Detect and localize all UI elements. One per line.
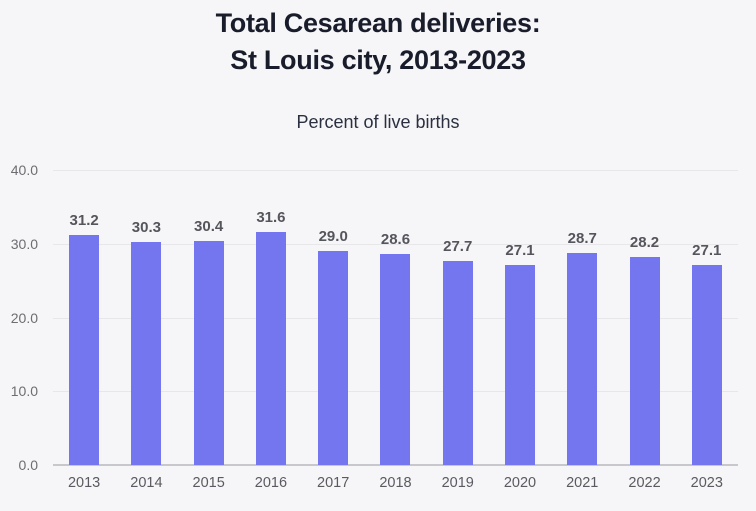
gridline [53,243,738,245]
bar-2022: 28.2 [629,234,660,465]
x-axis-tick-label: 2013 [67,475,101,491]
bar-2023: 27.1 [691,242,722,465]
bar-group-2018: 28.6 2018 [379,170,411,491]
chart-title-line-1: Total Cesarean deliveries: [215,8,541,38]
bar-2020: 27.1 [504,242,535,465]
chart-title: Total Cesarean deliveries: St Louis city… [0,0,756,79]
y-axis-tick-label: 10.0 [10,383,38,400]
chart-subtitle: Percent of live births [296,112,460,132]
chart-title-line-2: St Louis city, 2013-2023 [230,45,526,75]
bar-value-label: 27.1 [692,242,722,260]
bar-2021: 28.7 [567,230,598,465]
bar-2016: 31.6 [255,209,286,465]
bar-value-label: 30.3 [131,218,161,236]
bar-chart-plot-area: 0.0 10.0 20.0 30.0 40.0 31.2 2013 30.3 2014 30.4… [11,162,738,491]
bar-group-2015: 30.4 2015 [193,170,225,491]
bar-2015: 30.4 [193,218,224,465]
bar-group-2016: 31.6 2016 [255,170,287,491]
bar-value-label: 30.4 [194,217,224,235]
x-axis-tick-label: 2014 [130,475,163,491]
bar-value-label: 27.7 [443,237,473,255]
x-axis-tick-label: 2017 [317,475,350,491]
bar-value-label: 28.2 [629,234,660,252]
bar-value-label: 29.0 [318,228,348,246]
y-axis-tick-label: 40.0 [10,162,38,178]
y-axis-tick-label: 20.0 [10,309,38,326]
y-axis-tick-label: 30.0 [10,235,38,252]
x-axis-tick-label: 2015 [192,475,225,491]
x-axis-tick-label: 2019 [441,475,474,491]
bar-group-2014: 30.3 2014 [130,170,162,491]
bar-value-label: 31.6 [256,208,286,226]
y-axis-tick-label: 0.0 [18,457,38,473]
bar-group-2019: 27.7 2019 [442,170,474,491]
bar-group-2013: 31.2 2013 [68,170,100,491]
bar-value-label: 31.2 [69,211,99,229]
bar-2018: 28.6 [380,231,411,465]
bar-group-2022: 28.2 2022 [628,170,660,491]
x-axis-tick-label: 2020 [503,475,537,491]
gridline [53,170,738,171]
bar-value-label: 28.7 [567,230,597,248]
bar-2019: 27.7 [442,238,473,465]
x-axis-tick-label: 2018 [379,475,412,491]
bar-2013: 31.2 [69,212,100,465]
bar-group-2020: 27.1 2020 [504,170,536,491]
x-axis-tick-label: 2022 [628,475,661,491]
x-axis-baseline [53,464,738,466]
bar-group-2017: 29.0 2017 [317,170,349,491]
x-axis-tick-label: 2023 [690,475,723,491]
bar-group-2023: 27.1 2023 [691,170,723,491]
bar-group-2021: 28.7 2021 [566,170,598,491]
bar-value-label: 28.6 [380,231,411,249]
x-axis-tick-label: 2016 [254,475,288,491]
bars-row: 31.2 2013 30.3 2014 30.4 2015 31.6 2016 29.0 2017… [53,170,738,491]
bar-2014: 30.3 [131,219,162,465]
bar-value-label: 27.1 [505,242,535,260]
x-axis-tick-label: 2021 [566,475,599,491]
bar-2017: 29.0 [318,228,349,465]
